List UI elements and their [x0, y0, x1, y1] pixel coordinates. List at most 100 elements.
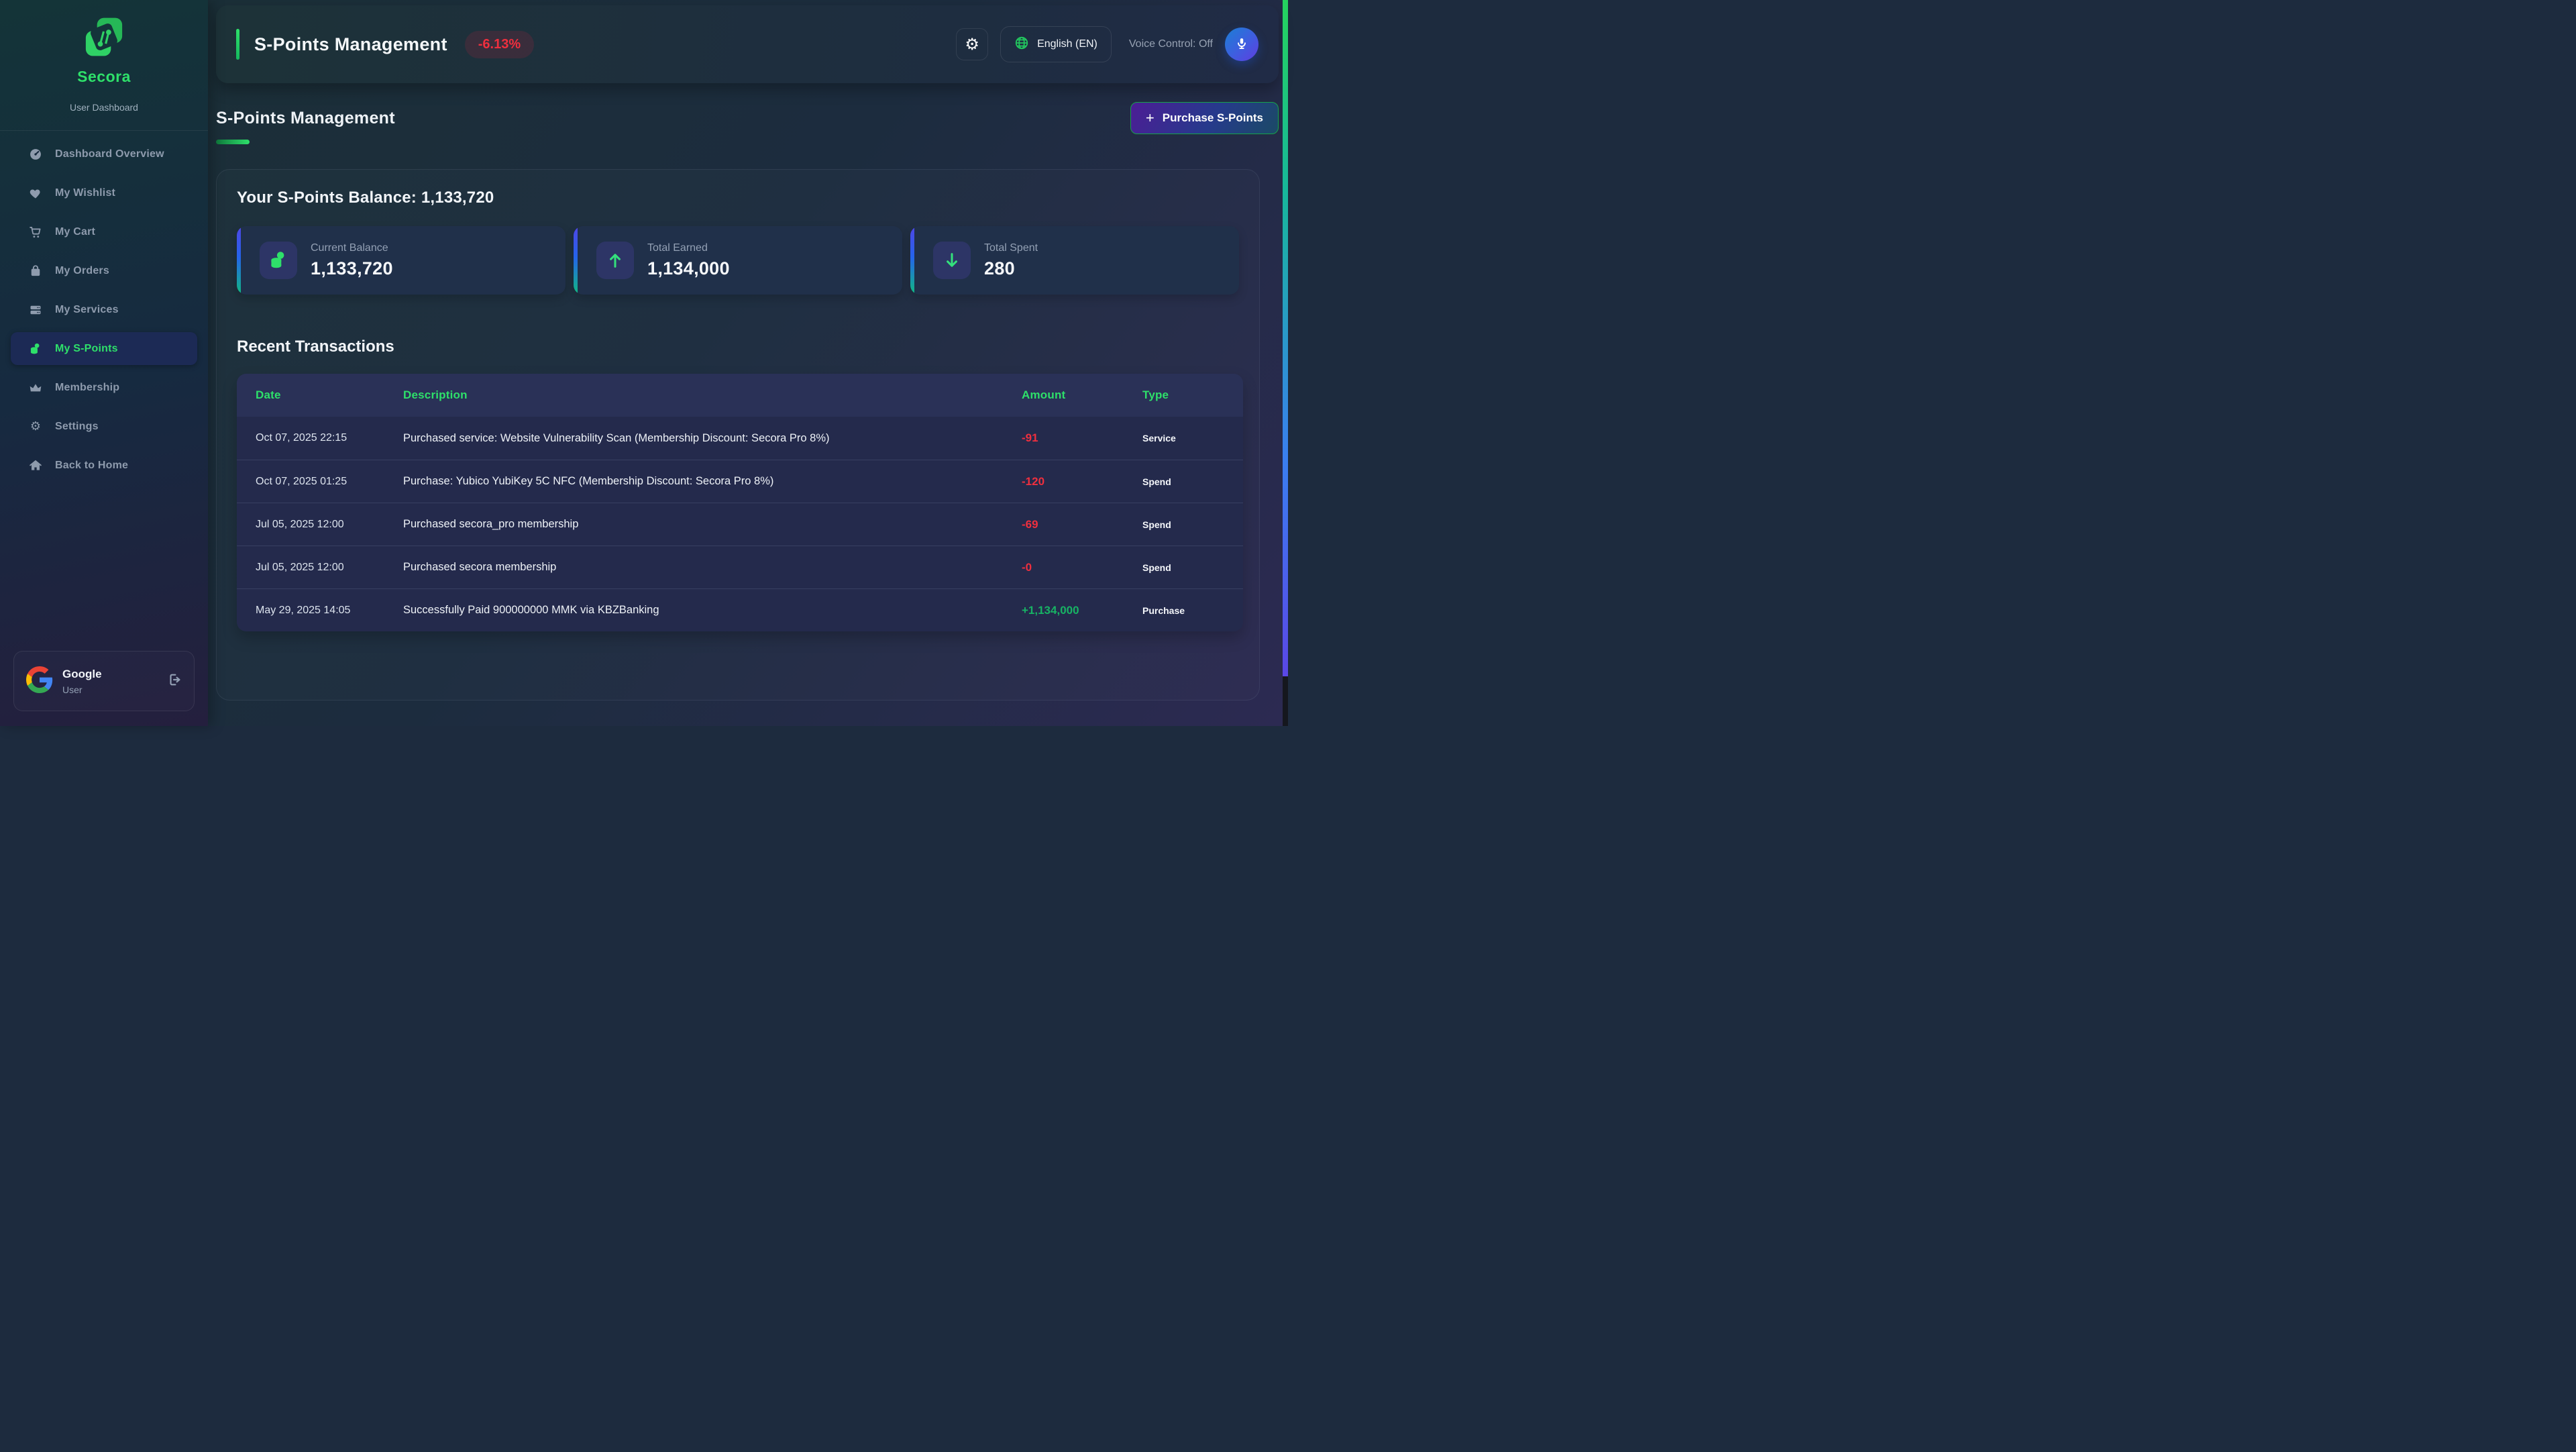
stat-value: 1,133,720: [311, 258, 393, 278]
stat-label: Current Balance: [311, 242, 388, 254]
stat-value: 1,134,000: [647, 258, 730, 278]
sidebar-item-my-cart[interactable]: My Cart: [11, 215, 197, 248]
crown-icon: [27, 381, 44, 395]
stats-row: Current Balance 1,133,720 Total Earned 1…: [237, 226, 1239, 295]
sidebar-item-settings[interactable]: ⚙ Settings: [11, 410, 197, 443]
stat-meta: Total Spent 280: [984, 242, 1038, 279]
stat-value: 280: [984, 258, 1015, 278]
secora-logo-icon: [83, 16, 125, 61]
cart-icon: [27, 225, 44, 239]
language-label: English (EN): [1037, 38, 1097, 50]
sidebar-item-back-to-home[interactable]: Back to Home: [11, 449, 197, 482]
column-header-description: Description: [403, 388, 468, 401]
topbar-right: ⚙ English (EN) Voice Control: Off: [956, 26, 1258, 62]
brand-subtitle: User Dashboard: [70, 102, 138, 113]
user-role: User: [62, 684, 83, 695]
active-tab[interactable]: S-Points Management: [216, 108, 395, 144]
sidebar-item-membership[interactable]: Membership: [11, 371, 197, 404]
brand-block: Secora User Dashboard: [0, 0, 208, 113]
cell-description: Successfully Paid 900000000 MMK via KBZB…: [403, 604, 659, 616]
mic-icon: [1235, 37, 1248, 52]
cell-description: Purchase: Yubico YubiKey 5C NFC (Members…: [403, 475, 774, 487]
stat-card-current-balance: Current Balance 1,133,720: [237, 226, 566, 295]
gauge-icon: [27, 148, 44, 161]
scrollbar-thumb[interactable]: [1283, 0, 1288, 676]
transactions-table-header: Date Description Amount Type: [237, 374, 1243, 417]
shopping-bag-icon: [27, 264, 44, 278]
table-row: May 29, 2025 14:05 Successfully Paid 900…: [237, 588, 1243, 631]
home-icon: [27, 459, 44, 472]
cell-date: Oct 07, 2025 22:15: [256, 432, 347, 444]
sidebar-item-label: Membership: [55, 381, 120, 393]
cell-type: Purchase: [1142, 605, 1185, 616]
sidebar-item-my-wishlist[interactable]: My Wishlist: [11, 176, 197, 209]
topbar: S-Points Management -6.13% ⚙ English (EN…: [216, 5, 1279, 83]
user-meta: Google User: [62, 668, 167, 695]
cell-type: Spend: [1142, 519, 1171, 530]
server-icon: [27, 303, 44, 317]
purchase-button-label: Purchase S-Points: [1162, 111, 1263, 124]
globe-icon: [1014, 36, 1029, 54]
heart-icon: [27, 187, 44, 200]
sign-out-icon[interactable]: [167, 672, 182, 690]
stat-accent-bar: [910, 226, 914, 295]
cell-amount: +1,134,000: [1022, 603, 1079, 617]
table-row: Jul 05, 2025 12:00 Purchased secora memb…: [237, 546, 1243, 588]
purchase-s-points-button[interactable]: + Purchase S-Points: [1130, 102, 1279, 134]
sidebar-item-dashboard-overview[interactable]: Dashboard Overview: [11, 138, 197, 170]
percentage-badge: -6.13%: [464, 30, 535, 58]
sidebar-item-label: My Wishlist: [55, 187, 116, 199]
table-row: Jul 05, 2025 12:00 Purchased secora_pro …: [237, 503, 1243, 546]
cell-amount: -120: [1022, 474, 1045, 488]
cell-date: Jul 05, 2025 12:00: [256, 561, 344, 573]
cell-date: May 29, 2025 14:05: [256, 604, 351, 616]
sidebar-item-label: My S-Points: [55, 342, 118, 354]
cell-amount: -91: [1022, 431, 1038, 444]
cell-type: Spend: [1142, 476, 1171, 487]
stat-card-total-spent: Total Spent 280: [910, 226, 1239, 295]
microphone-button[interactable]: [1225, 28, 1258, 61]
sidebar-item-my-orders[interactable]: My Orders: [11, 254, 197, 287]
cell-date: Oct 07, 2025 01:25: [256, 475, 347, 487]
cell-description: Purchased secora membership: [403, 561, 557, 573]
sidebar-item-label: Settings: [55, 420, 99, 432]
main-area: S-Points Management -6.13% ⚙ English (EN…: [208, 0, 1288, 726]
cell-description: Purchased service: Website Vulnerability…: [403, 431, 830, 444]
sidebar-item-label: Back to Home: [55, 459, 129, 471]
stat-card-total-earned: Total Earned 1,134,000: [574, 226, 902, 295]
section-tab-row: S-Points Management + Purchase S-Points: [216, 102, 1279, 144]
gear-icon: ⚙: [30, 419, 42, 433]
stat-accent-bar: [237, 226, 241, 295]
page-title: S-Points Management: [254, 34, 447, 54]
cell-amount: -0: [1022, 560, 1032, 574]
sidebar-divider: [0, 130, 208, 131]
sidebar-menu: Dashboard Overview My Wishlist My Cart M…: [0, 131, 208, 482]
column-header-date: Date: [256, 388, 281, 401]
transactions-heading: Recent Transactions: [237, 338, 394, 356]
settings-gear-button[interactable]: ⚙: [956, 28, 989, 60]
page-scrollbar[interactable]: [1283, 0, 1288, 726]
arrow-down-icon: [933, 242, 971, 279]
sidebar-item-label: My Services: [55, 303, 119, 315]
brand-name: Secora: [77, 68, 131, 85]
cell-type: Spend: [1142, 562, 1171, 573]
coins-icon: [260, 242, 297, 279]
s-points-panel: Your S-Points Balance: 1,133,720 Current…: [216, 169, 1260, 701]
stat-accent-bar: [574, 226, 578, 295]
coins-icon: [27, 342, 44, 356]
stat-label: Total Earned: [647, 242, 708, 254]
tab-title: S-Points Management: [216, 108, 395, 127]
balance-heading: Your S-Points Balance: 1,133,720: [237, 189, 494, 207]
stat-meta: Total Earned 1,134,000: [647, 242, 730, 279]
voice-control-status: Voice Control: Off: [1128, 38, 1213, 50]
language-selector[interactable]: English (EN): [1000, 26, 1112, 62]
cell-type: Service: [1142, 433, 1176, 444]
transactions-table: Date Description Amount Type Oct 07, 202…: [237, 374, 1243, 631]
tab-active-underline: [216, 139, 250, 144]
table-row: Oct 07, 2025 01:25 Purchase: Yubico Yubi…: [237, 460, 1243, 503]
sidebar-item-label: My Cart: [55, 225, 96, 238]
sidebar-item-my-s-points[interactable]: My S-Points: [11, 332, 197, 365]
table-row: Oct 07, 2025 22:15 Purchased service: We…: [237, 417, 1243, 460]
sidebar-item-my-services[interactable]: My Services: [11, 293, 197, 326]
user-card[interactable]: Google User: [13, 651, 195, 711]
